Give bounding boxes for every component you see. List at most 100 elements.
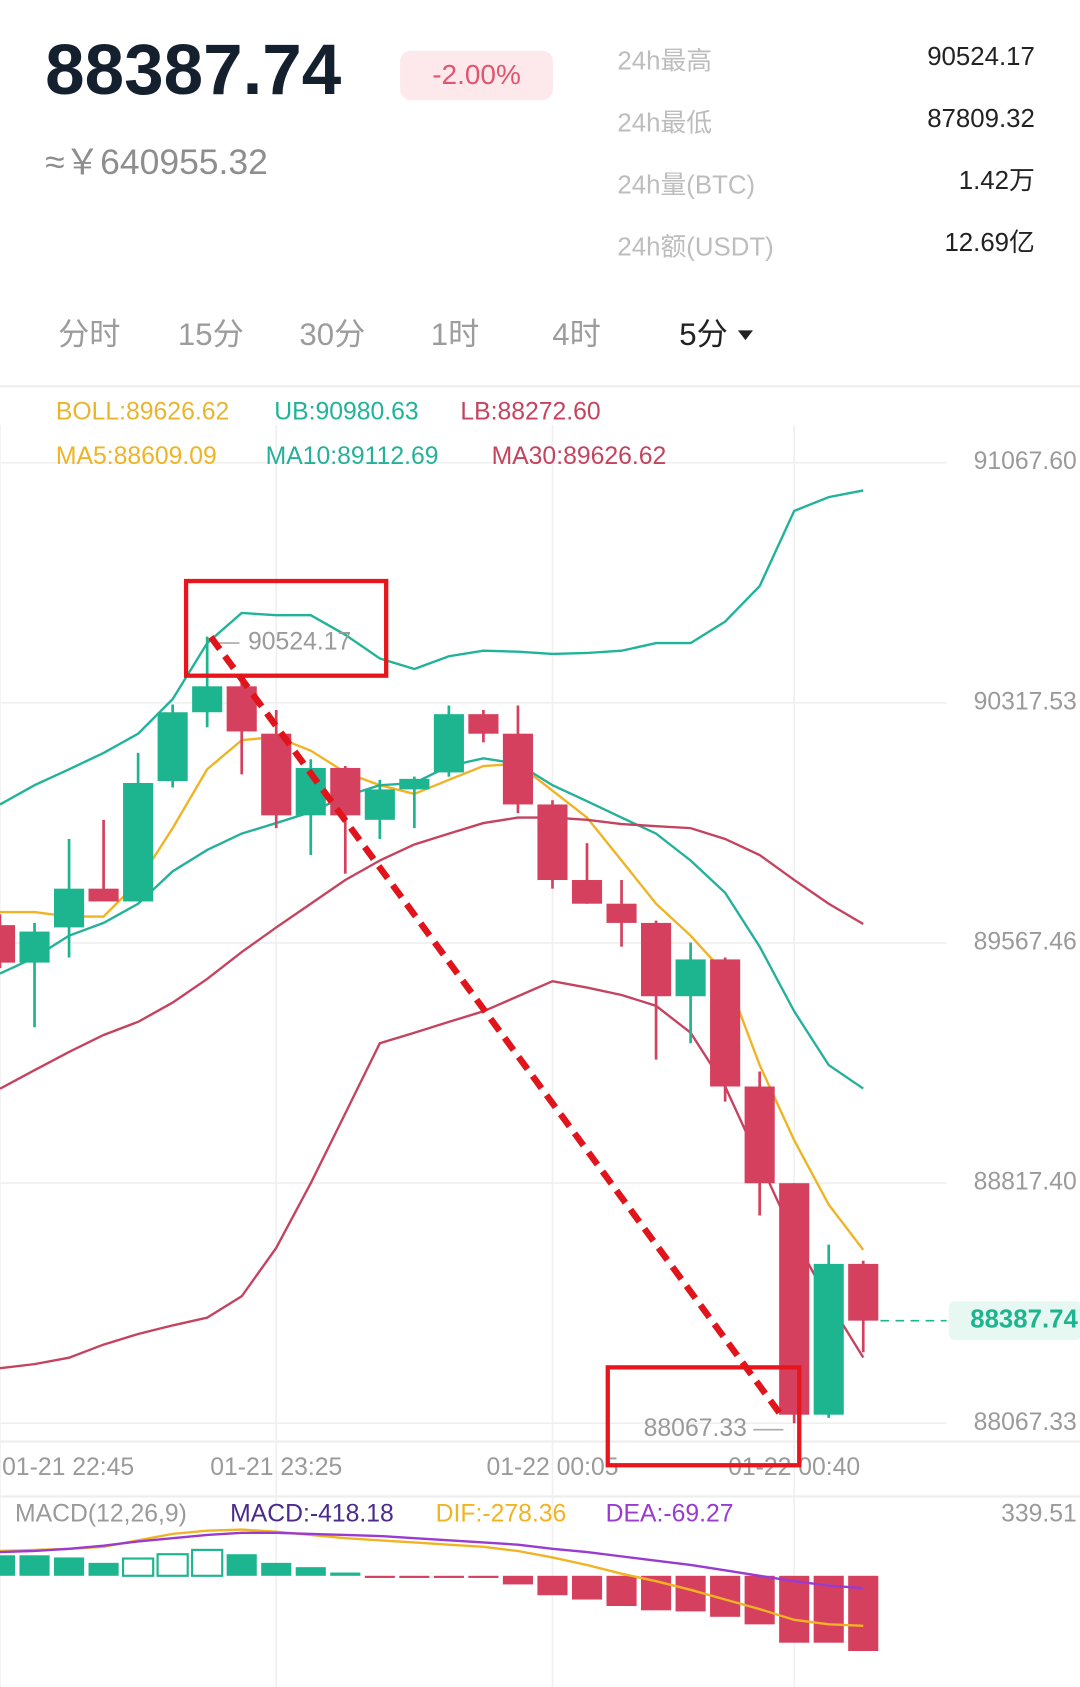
stats: 24h最高 90524.17 24h最低 87809.32 24h量(BTC) 1.42万… [617,43,1034,262]
macd-bar [191,1548,224,1577]
candle-body [0,925,16,963]
macd-bar [399,1575,430,1578]
low-marker: 88067.33 [644,1415,747,1442]
macd-bar [364,1575,395,1578]
stat-value: 1.42万 [959,167,1035,195]
trend-arrow [208,635,786,1420]
x-tick-label: 01-21 23:25 [210,1454,342,1481]
legend-entry: MA10:89112.69 [266,443,439,470]
stat-label: 24h最高 [617,46,712,75]
candle-body [226,686,257,732]
candle-body [261,733,292,816]
macd-bar [54,1557,85,1576]
y-tick-label: 89567.46 [974,928,1077,955]
stat-label: 24h最低 [617,108,712,137]
candle-body [641,922,672,997]
candle-body [571,880,603,904]
high-marker: 90524.17 [248,629,351,656]
legend-entry: BOLL:89626.62 [56,399,229,426]
interval-tab[interactable]: 分时 [58,317,120,352]
macd-bar [606,1575,637,1607]
y-tick-label: 91067.60 [974,448,1077,475]
dif-line [0,1528,864,1628]
macd-bar [261,1562,292,1576]
macd-bar [330,1572,361,1576]
candle-body [54,888,85,928]
highlight-box [605,1365,802,1468]
current-price: 88387.74 [970,1305,1078,1333]
macd-title: MACD(12,26,9) [15,1500,187,1527]
macd-bar [0,1555,16,1576]
candle-body [779,1183,810,1415]
candle-body [330,767,361,816]
y-tick-label: 88067.33 [974,1409,1077,1436]
candle-body [813,1263,844,1415]
indicator-line [0,816,864,1090]
user-annotations [183,578,802,1468]
x-tick-label: 01-21 22:45 [2,1454,134,1481]
y-tick-label: 339.51 [1001,1500,1077,1527]
candle-body [675,959,706,997]
macd-bar [502,1575,534,1585]
candle-body [537,804,568,881]
change-pill [400,50,553,101]
legend-entry: LB:88272.60 [460,399,600,426]
candle-body [848,1263,879,1321]
macd-bar [744,1575,775,1625]
legend-entry: MA5:88609.09 [56,443,217,470]
macd-bar [19,1555,50,1576]
candle-body [606,903,637,923]
macd-bar [433,1575,464,1578]
macd-bar [779,1575,810,1643]
candle-body [744,1086,775,1184]
dropdown-arrow[interactable] [737,330,753,341]
candle-body [502,733,534,805]
candle-body [468,714,499,734]
candle-body [364,789,395,820]
y-tick-label: 90317.53 [974,688,1077,715]
candle-body [192,686,223,713]
stat-label: 24h额(USDT) [617,233,773,262]
interval-tab[interactable]: 5分 [679,317,728,352]
macd-bar [226,1554,257,1576]
macd-bar [295,1567,326,1576]
interval-tab[interactable]: 1时 [431,317,480,352]
highlight-box [183,578,389,678]
dea-line [0,1531,864,1590]
stat-label: 24h量(BTC) [617,171,755,199]
price-tag [948,1301,1080,1341]
legend-entry: DIF:-278.36 [436,1500,567,1527]
candle-body [433,714,464,773]
candle-body [123,783,154,902]
candle-body [399,778,430,790]
candle-body [157,712,188,782]
candle-body [88,888,119,902]
macd-bar [537,1575,568,1596]
candle-body [710,959,741,1087]
legend-entry: DEA:-69.27 [606,1500,734,1527]
macd-bar [156,1553,189,1577]
macd-bar [571,1575,603,1600]
x-tick-label: 01-22 00:05 [486,1454,618,1481]
legend-entry: MA30:89626.62 [492,443,667,470]
change-percent: -2.00% [432,59,521,90]
stat-value: 12.69亿 [944,228,1034,257]
macd-bar [121,1557,155,1577]
candle-body [19,931,50,963]
y-tick-label: 88817.40 [974,1169,1077,1196]
interval-tab[interactable]: 30分 [299,317,365,352]
cny-price: ≈￥640955.32 [45,142,268,182]
last-price: 88387.74 [45,31,342,110]
indicator-line [0,489,864,806]
legend-entry: UB:90980.63 [274,399,418,426]
interval-tab[interactable]: 4时 [552,317,601,352]
stat-value: 87809.32 [927,105,1035,133]
interval-tabs: 分时 15分 30分 1时 4时 5分 [58,317,728,352]
kline-chart: 91067.60 90317.53 89567.46 88817.40 88067.33… [0,399,1080,1687]
x-tick-label: 01-22 00:40 [728,1454,860,1481]
macd-bar [88,1562,119,1576]
stat-value: 90524.17 [927,43,1035,71]
interval-tab[interactable]: 15分 [178,317,244,352]
